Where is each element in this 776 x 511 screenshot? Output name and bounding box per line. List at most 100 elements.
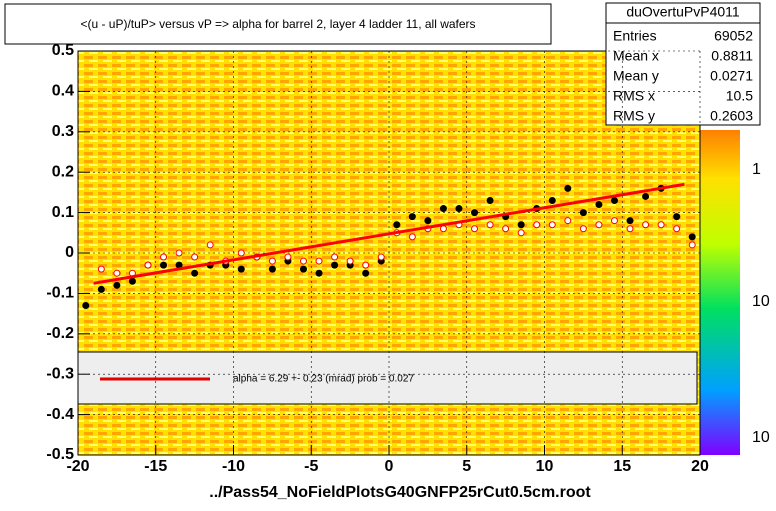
profile-point bbox=[439, 205, 447, 213]
y-tick-label: 0.4 bbox=[52, 83, 74, 100]
profile-point bbox=[517, 221, 525, 229]
title-box bbox=[4, 3, 552, 45]
mean-point bbox=[408, 233, 416, 241]
x-tick-label: -20 bbox=[66, 458, 89, 475]
fit-line bbox=[93, 182, 685, 285]
mean-point bbox=[206, 241, 214, 249]
stats-title: duOvertuPvP4011 bbox=[626, 4, 740, 20]
x-tick-label: -15 bbox=[144, 458, 167, 475]
x-tick-label: -10 bbox=[222, 458, 245, 475]
profile-point bbox=[160, 261, 168, 269]
stats-label: RMS y bbox=[613, 108, 655, 124]
profile-point bbox=[191, 269, 199, 277]
profile-point bbox=[471, 209, 479, 217]
mean-point bbox=[362, 261, 370, 269]
x-tick-label: -5 bbox=[304, 458, 318, 475]
mean-point bbox=[579, 225, 587, 233]
profile-point bbox=[82, 302, 90, 310]
mean-point bbox=[113, 269, 121, 277]
mean-point bbox=[299, 257, 307, 265]
profile-point bbox=[626, 217, 634, 225]
profile-point bbox=[408, 213, 416, 221]
x-tick-label: 10 bbox=[536, 458, 554, 475]
profile-point bbox=[362, 269, 370, 277]
mean-point bbox=[688, 241, 696, 249]
profile-point bbox=[673, 213, 681, 221]
x-tick-label: 0 bbox=[385, 458, 394, 475]
profile-point bbox=[610, 196, 618, 204]
y-tick-label: -0.3 bbox=[46, 365, 74, 382]
mean-point bbox=[97, 265, 105, 273]
profile-point bbox=[642, 192, 650, 200]
mean-point bbox=[439, 225, 447, 233]
mean-point bbox=[610, 217, 618, 225]
x-axis-label: ../Pass54_NoFieldPlotsG40GNFP25rCut0.5cm… bbox=[209, 484, 591, 501]
y-tick-label: 0.3 bbox=[52, 123, 74, 140]
palette-label: 10 bbox=[752, 429, 770, 446]
profile-point bbox=[579, 209, 587, 217]
mean-point bbox=[673, 225, 681, 233]
mean-point bbox=[517, 229, 525, 237]
mean-point bbox=[548, 221, 556, 229]
profile-point bbox=[564, 184, 572, 192]
stats-value: 10.5 bbox=[726, 88, 753, 104]
mean-point bbox=[346, 257, 354, 265]
chart-title: <(u - uP)/tuP> versus vP => alpha for ba… bbox=[80, 17, 475, 31]
profile-point bbox=[299, 265, 307, 273]
profile-point bbox=[315, 269, 323, 277]
y-tick-label: 0.5 bbox=[52, 42, 74, 59]
profile-point bbox=[331, 261, 339, 269]
stats-label: RMS x bbox=[613, 88, 655, 104]
profile-point bbox=[486, 196, 494, 204]
stats-value: 69052 bbox=[714, 28, 753, 44]
mean-point bbox=[595, 221, 603, 229]
stats-label: Mean x bbox=[613, 48, 659, 64]
mean-point bbox=[642, 221, 650, 229]
profile-point bbox=[268, 265, 276, 273]
y-tick-label: 0.1 bbox=[52, 204, 74, 221]
y-tick-label: -0.2 bbox=[46, 325, 74, 342]
y-tick-label: -0.1 bbox=[46, 285, 74, 302]
mean-point bbox=[331, 253, 339, 261]
profile-point bbox=[455, 205, 463, 213]
profile-point bbox=[113, 281, 121, 289]
mean-point bbox=[160, 253, 168, 261]
stats-value: 0.0271 bbox=[710, 68, 753, 84]
mean-point bbox=[564, 217, 572, 225]
palette-label: 1 bbox=[752, 161, 761, 178]
y-tick-label: -0.4 bbox=[46, 406, 74, 423]
profile-point bbox=[688, 233, 696, 241]
mean-point bbox=[502, 225, 510, 233]
legend-text: alpha = 6.29 +- 0.23 (mrad) prob = 0.027 bbox=[233, 374, 414, 385]
mean-point bbox=[144, 261, 152, 269]
stats-label: Entries bbox=[613, 28, 657, 44]
mean-point bbox=[268, 257, 276, 265]
x-tick-label: 15 bbox=[613, 458, 631, 475]
mean-point bbox=[533, 221, 541, 229]
x-tick-label: 20 bbox=[691, 458, 709, 475]
mean-point bbox=[626, 225, 634, 233]
stats-label: Mean y bbox=[613, 68, 659, 84]
profile-point bbox=[97, 285, 105, 293]
mean-point bbox=[191, 253, 199, 261]
mean-point bbox=[486, 221, 494, 229]
y-tick-label: -0.5 bbox=[46, 446, 74, 463]
stats-value: 0.2603 bbox=[710, 108, 753, 124]
mean-point bbox=[237, 249, 245, 257]
stats-box bbox=[605, 2, 761, 126]
profile-point bbox=[237, 265, 245, 273]
mean-point bbox=[315, 257, 323, 265]
profile-point bbox=[393, 221, 401, 229]
mean-point bbox=[284, 253, 292, 261]
profile-point bbox=[424, 217, 432, 225]
y-tick-label: 0.2 bbox=[52, 163, 74, 180]
mean-point bbox=[377, 253, 385, 261]
x-tick-label: 5 bbox=[462, 458, 471, 475]
profile-point bbox=[595, 201, 603, 209]
mean-point bbox=[471, 225, 479, 233]
profile-point bbox=[128, 277, 136, 285]
mean-point bbox=[175, 249, 183, 257]
stats-value: 0.8811 bbox=[711, 48, 753, 64]
profile-point bbox=[548, 196, 556, 204]
